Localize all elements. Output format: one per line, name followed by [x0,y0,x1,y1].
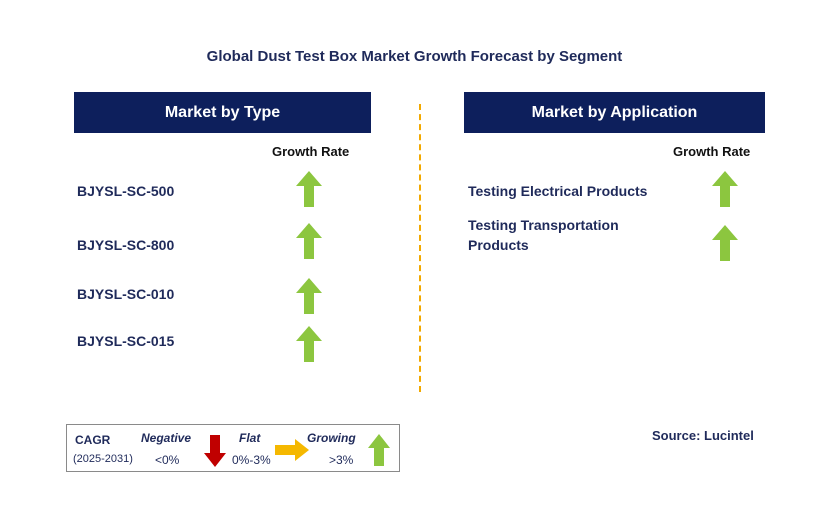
application-panel-header: Market by Application [464,92,765,133]
type-item-label: BJYSL-SC-500 [77,183,175,199]
right-arrow-icon [275,439,309,461]
legend-flat-label: Flat [239,431,261,445]
up-arrow-icon [296,326,322,362]
legend-growing-range: >3% [329,453,354,467]
legend-negative-range: <0% [155,453,180,467]
type-item-label: BJYSL-SC-015 [77,333,175,349]
application-growth-rate-label: Growth Rate [673,144,751,159]
up-arrow-icon [712,225,738,261]
type-panel-header: Market by Type [74,92,371,133]
legend-flat-range: 0%-3% [232,453,271,467]
down-arrow-icon [204,435,226,467]
chart-title: Global Dust Test Box Market Growth Forec… [206,48,623,65]
legend-negative-label: Negative [141,431,192,445]
up-arrow-icon [368,434,390,466]
application-panel-header-label: Market by Application [531,103,698,121]
type-item-label: BJYSL-SC-800 [77,237,175,253]
application-item-label-line1: Testing Transportation [468,217,619,233]
application-item-label-line2: Products [468,237,529,253]
type-panel-header-label: Market by Type [164,103,281,121]
legend-cagr-label: CAGR [75,433,111,447]
up-arrow-icon [712,171,738,207]
up-arrow-icon [296,171,322,207]
application-item-label: Testing Transportation Products [468,215,619,255]
type-growth-rate-label: Growth Rate [272,144,350,159]
legend-growing-label: Growing [307,431,356,445]
panel-divider [419,104,421,392]
cagr-legend: CAGR (2025-2031) Negative <0% Flat 0%-3%… [66,424,400,472]
application-item-label: Testing Electrical Products [468,183,648,199]
up-arrow-icon [296,223,322,259]
up-arrow-icon [296,278,322,314]
source-label: Source: Lucintel [652,428,754,443]
legend-period: (2025-2031) [73,453,133,465]
type-item-label: BJYSL-SC-010 [77,286,175,302]
